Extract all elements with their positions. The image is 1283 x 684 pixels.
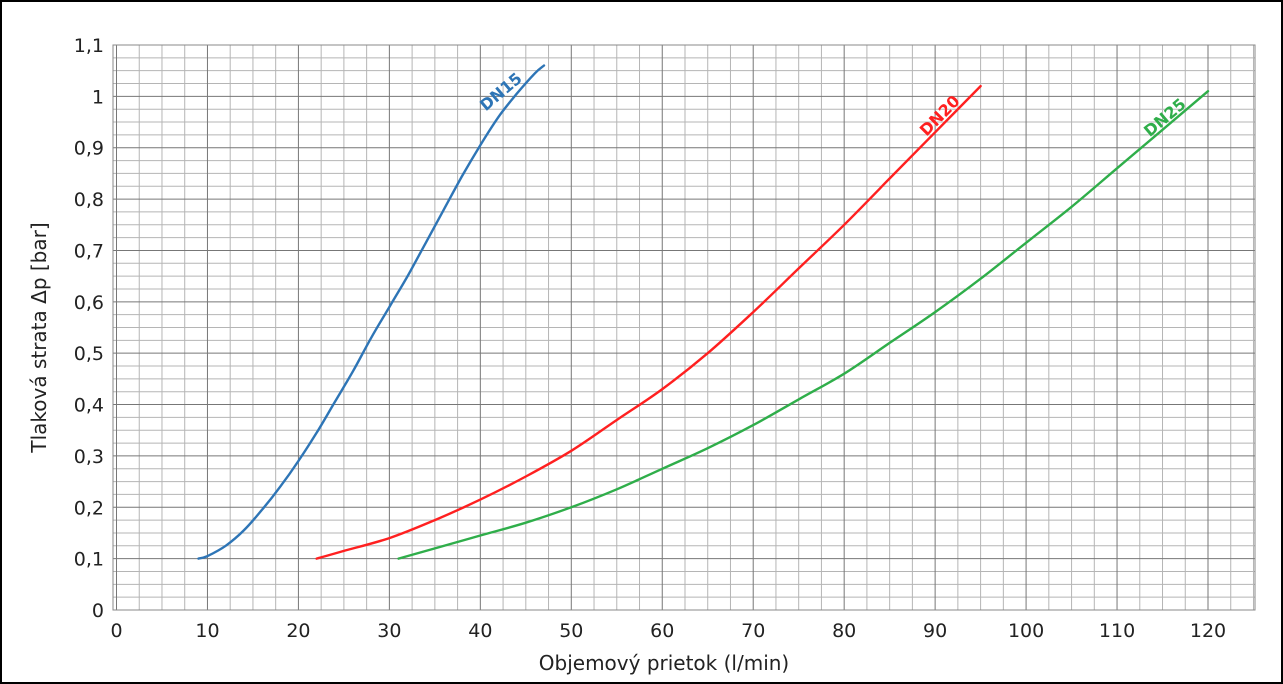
x-tick-label: 0 <box>110 620 122 642</box>
y-tick-label: 0,5 <box>74 343 104 365</box>
y-tick-label: 1 <box>92 86 104 108</box>
series-line-dn20 <box>315 84 982 560</box>
series-labels: DN15 DN20 DN25 <box>476 69 1190 141</box>
x-tick-label: 110 <box>1099 620 1135 642</box>
y-tick-label: 0,1 <box>74 549 104 571</box>
y-tick-labels: 0 0,1 0,2 0,3 0,4 0,5 0,6 0,7 0,8 0,9 1 1,1 <box>74 35 104 622</box>
x-tick-label: 20 <box>286 620 310 642</box>
y-tick-label: 0,6 <box>74 292 104 314</box>
x-tick-label: 50 <box>559 620 583 642</box>
series-line-dn25 <box>397 90 1210 560</box>
y-axis-label: Tlaková strata Δp [bar] <box>27 222 51 453</box>
x-tick-label: 10 <box>195 620 219 642</box>
y-tick-label: 0,4 <box>74 395 104 417</box>
x-tick-label: 30 <box>377 620 401 642</box>
plot-border <box>112 44 1256 611</box>
x-tick-label: 100 <box>1008 620 1044 642</box>
x-tick-label: 60 <box>650 620 674 642</box>
y-tick-label: 0,8 <box>74 189 104 211</box>
y-tick-label: 0,3 <box>74 446 104 468</box>
y-tick-label: 0,9 <box>74 138 104 160</box>
series-line-dn15 <box>197 64 546 560</box>
y-tick-label: 0,7 <box>74 240 104 262</box>
x-tick-label: 80 <box>832 620 856 642</box>
x-tick-label: 120 <box>1190 620 1226 642</box>
series-label-dn25: DN25 <box>1140 94 1190 140</box>
x-tick-label: 90 <box>923 620 947 642</box>
y-tick-label: 0,2 <box>74 497 104 519</box>
x-tick-labels: 0 10 20 30 40 50 60 70 80 90 100 110 120 <box>110 620 1226 642</box>
series-lines <box>197 64 1210 560</box>
x-axis-label: Objemový prietok (l/min) <box>539 651 789 675</box>
y-tick-label: 1,1 <box>74 35 104 57</box>
minor-grid <box>113 45 1255 610</box>
x-tick-label: 40 <box>468 620 492 642</box>
series-label-dn20: DN20 <box>916 91 964 139</box>
y-tick-label: 0 <box>92 600 104 622</box>
x-tick-label: 70 <box>741 620 765 642</box>
